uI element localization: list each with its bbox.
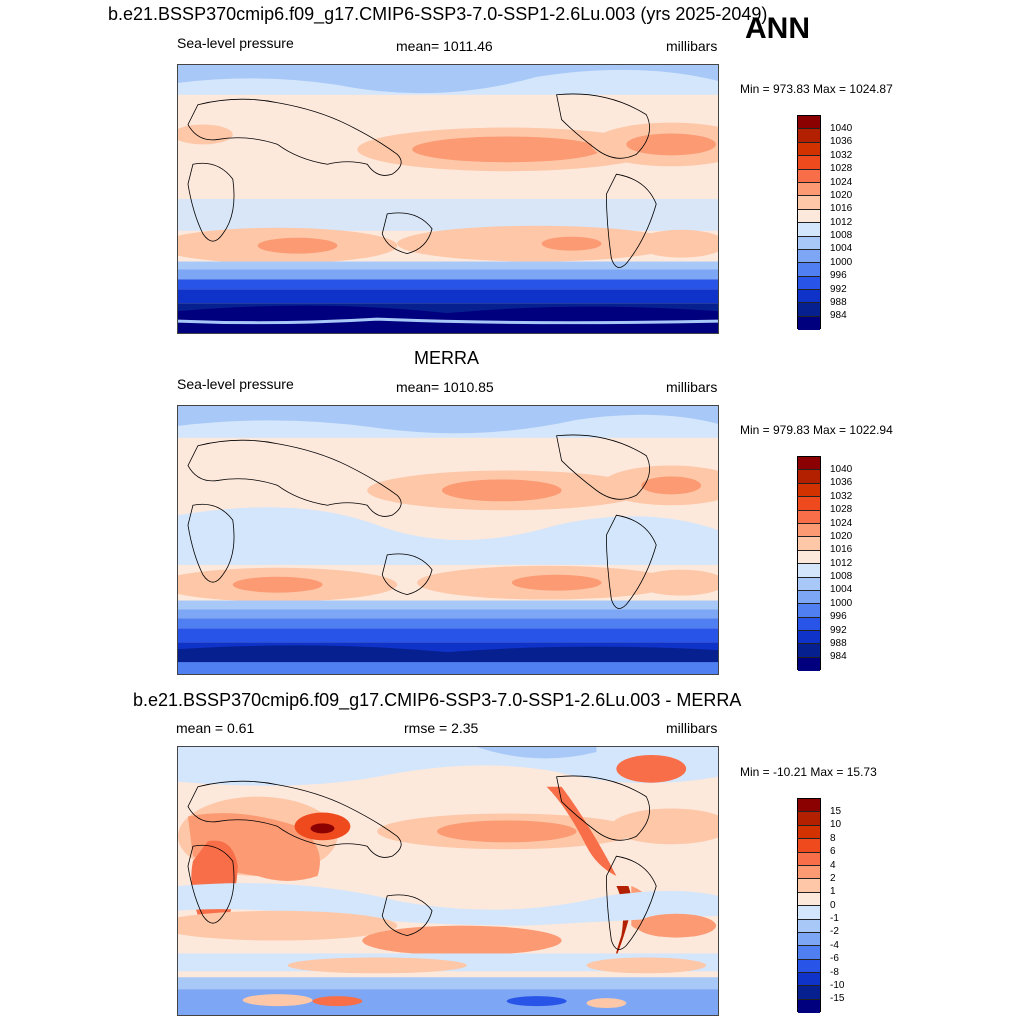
panel1-colorbar-label: 1000	[830, 257, 853, 268]
panel3-map	[177, 746, 719, 1016]
panel2-colorbar-label: 1012	[830, 558, 853, 569]
panel1-colorbar	[797, 115, 821, 331]
panel1-colorbar-label: 1028	[830, 163, 853, 174]
panel1-colorbar-label: 992	[830, 284, 847, 295]
panel1-map	[177, 64, 719, 334]
panel3-colorbar-label: 15	[830, 806, 842, 817]
panel3-colorbar	[797, 798, 821, 1014]
panel2-variable-label: Sea-level pressure	[177, 376, 294, 392]
panel3-colorbar-label: 0	[830, 900, 836, 911]
panel1-units-label: millibars	[666, 38, 718, 54]
panel2-colorbar-label: 988	[830, 638, 847, 649]
panel3-minmax: Min = -10.21 Max = 15.73	[740, 765, 877, 779]
panel3-colorbar-label: 4	[830, 860, 836, 871]
panel1-minmax: Min = 973.83 Max = 1024.87	[740, 82, 893, 96]
panel3-colorbar-label: -10	[830, 980, 845, 991]
panel3-rmse-label: rmse = 2.35	[404, 720, 479, 736]
panel3-colorbar-label: 10	[830, 819, 842, 830]
panel3-colorbar-label: -2	[830, 926, 839, 937]
panel2-colorbar-label: 1036	[830, 477, 853, 488]
panel2-minmax: Min = 979.83 Max = 1022.94	[740, 423, 893, 437]
panel2-colorbar-label: 1024	[830, 518, 853, 529]
panel3-mean-label: mean = 0.61	[176, 720, 255, 736]
panel2-colorbar-label: 1004	[830, 584, 853, 595]
season-label: ANN	[745, 12, 810, 45]
panel2-colorbar-label: 1016	[830, 544, 853, 555]
panel3-colorbar-label: -4	[830, 940, 839, 951]
panel3-colorbar-label: -8	[830, 967, 839, 978]
panel2-colorbar-label: 1000	[830, 598, 853, 609]
panel2-map	[177, 405, 719, 675]
panel3-colorbar-label: 6	[830, 846, 836, 857]
panel1-variable-label: Sea-level pressure	[177, 35, 294, 51]
panel2-colorbar-label: 992	[830, 625, 847, 636]
panel3-title: b.e21.BSSP370cmip6.f09_g17.CMIP6-SSP3-7.…	[133, 690, 742, 710]
panel2-colorbar-label: 1032	[830, 491, 853, 502]
panel1-mean-label: mean= 1011.46	[396, 38, 493, 54]
panel3-units-label: millibars	[666, 720, 718, 736]
panel1-colorbar-label: 1016	[830, 203, 853, 214]
panel1-title: b.e21.BSSP370cmip6.f09_g17.CMIP6-SSP3-7.…	[108, 4, 768, 24]
panel2-colorbar-label: 1008	[830, 571, 853, 582]
panel2-mean-label: mean= 1010.85	[396, 379, 494, 395]
panel2-colorbar-label: 996	[830, 611, 847, 622]
panel1-colorbar-label: 1032	[830, 150, 853, 161]
panel3-colorbar-label: 2	[830, 873, 836, 884]
panel1-colorbar-label: 996	[830, 270, 847, 281]
panel2-colorbar-label: 1020	[830, 531, 853, 542]
panel1-colorbar-label: 988	[830, 297, 847, 308]
panel2-colorbar-label: 984	[830, 651, 847, 662]
panel2-colorbar-label: 1028	[830, 504, 853, 515]
panel3-colorbar-label: -15	[830, 993, 845, 1004]
panel3-colorbar-label: -1	[830, 913, 839, 924]
panel1-colorbar-label: 1008	[830, 230, 853, 241]
panel1-colorbar-label: 1012	[830, 217, 853, 228]
panel1-colorbar-label: 984	[830, 310, 847, 321]
panel3-colorbar-label: 8	[830, 833, 836, 844]
panel3-colorbar-label: 1	[830, 886, 836, 897]
panel1-colorbar-label: 1024	[830, 177, 853, 188]
panel1-colorbar-label: 1020	[830, 190, 853, 201]
panel3-colorbar-label: -6	[830, 953, 839, 964]
panel1-colorbar-label: 1036	[830, 136, 853, 147]
panel2-colorbar	[797, 456, 821, 672]
panel1-colorbar-label: 1004	[830, 243, 853, 254]
panel2-title: MERRA	[414, 348, 480, 368]
panel1-colorbar-label: 1040	[830, 123, 853, 134]
panel2-colorbar-label: 1040	[830, 464, 853, 475]
panel2-units-label: millibars	[666, 379, 718, 395]
